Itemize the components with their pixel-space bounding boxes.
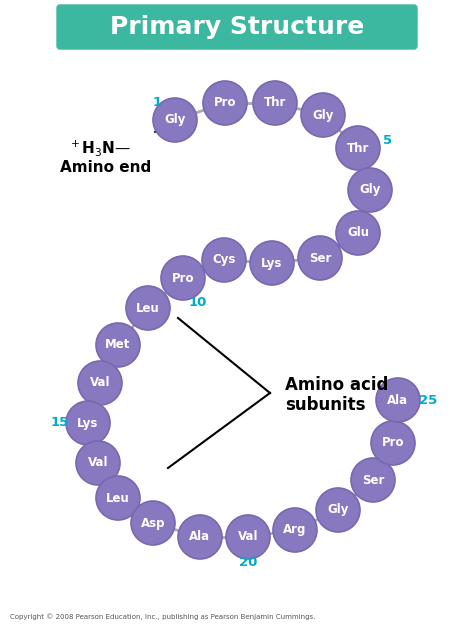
Circle shape	[301, 93, 345, 137]
FancyBboxPatch shape	[57, 5, 417, 49]
Text: 25: 25	[419, 394, 437, 406]
Circle shape	[376, 378, 420, 422]
Circle shape	[273, 508, 317, 552]
Text: Gly: Gly	[359, 184, 381, 196]
Circle shape	[336, 126, 380, 170]
Text: Gly: Gly	[328, 503, 349, 516]
Text: Copyright © 2008 Pearson Education, Inc., publishing as Pearson Benjamin Cumming: Copyright © 2008 Pearson Education, Inc.…	[10, 614, 315, 620]
Text: 5: 5	[383, 133, 392, 147]
Text: Pro: Pro	[382, 437, 404, 450]
Circle shape	[226, 515, 270, 559]
Circle shape	[126, 286, 170, 330]
Circle shape	[351, 458, 395, 502]
Circle shape	[336, 211, 380, 255]
Circle shape	[66, 401, 110, 445]
Text: Thr: Thr	[264, 96, 286, 109]
Text: Val: Val	[238, 530, 258, 543]
Circle shape	[316, 488, 360, 532]
Text: Val: Val	[90, 377, 110, 389]
Text: Cys: Cys	[212, 253, 236, 267]
Text: Primary Structure: Primary Structure	[110, 15, 364, 39]
Text: 1: 1	[153, 96, 162, 108]
Text: Gly: Gly	[312, 108, 334, 121]
Circle shape	[250, 241, 294, 285]
Circle shape	[203, 81, 247, 125]
Circle shape	[76, 441, 120, 485]
Text: Ala: Ala	[190, 530, 210, 543]
Text: Thr: Thr	[347, 142, 369, 155]
Text: Amino end: Amino end	[60, 160, 151, 175]
Text: $^+$H$_3$N—: $^+$H$_3$N—	[68, 138, 131, 158]
Text: Leu: Leu	[106, 491, 130, 504]
Circle shape	[178, 515, 222, 559]
Text: Pro: Pro	[172, 272, 194, 284]
Circle shape	[153, 98, 197, 142]
Circle shape	[298, 236, 342, 280]
Text: Lys: Lys	[261, 257, 283, 269]
Circle shape	[161, 256, 205, 300]
Text: 10: 10	[189, 296, 207, 309]
Text: Glu: Glu	[347, 226, 369, 240]
Text: 15: 15	[51, 416, 69, 430]
Circle shape	[371, 421, 415, 465]
Text: Met: Met	[105, 338, 131, 352]
Text: Arg: Arg	[283, 523, 307, 537]
Text: Leu: Leu	[136, 301, 160, 314]
Text: subunits: subunits	[285, 396, 365, 414]
Text: Asp: Asp	[141, 516, 165, 530]
Circle shape	[348, 168, 392, 212]
Text: Ala: Ala	[387, 394, 409, 406]
Circle shape	[253, 81, 297, 125]
Text: Gly: Gly	[164, 113, 186, 126]
Text: Pro: Pro	[214, 96, 236, 109]
Circle shape	[96, 323, 140, 367]
Circle shape	[78, 361, 122, 405]
Text: Val: Val	[88, 457, 108, 469]
Circle shape	[202, 238, 246, 282]
Circle shape	[96, 476, 140, 520]
Text: Ser: Ser	[362, 474, 384, 486]
Circle shape	[131, 501, 175, 545]
Text: 20: 20	[239, 555, 257, 569]
Text: Lys: Lys	[77, 416, 99, 430]
Text: Amino acid: Amino acid	[285, 376, 388, 394]
Text: Ser: Ser	[309, 252, 331, 265]
